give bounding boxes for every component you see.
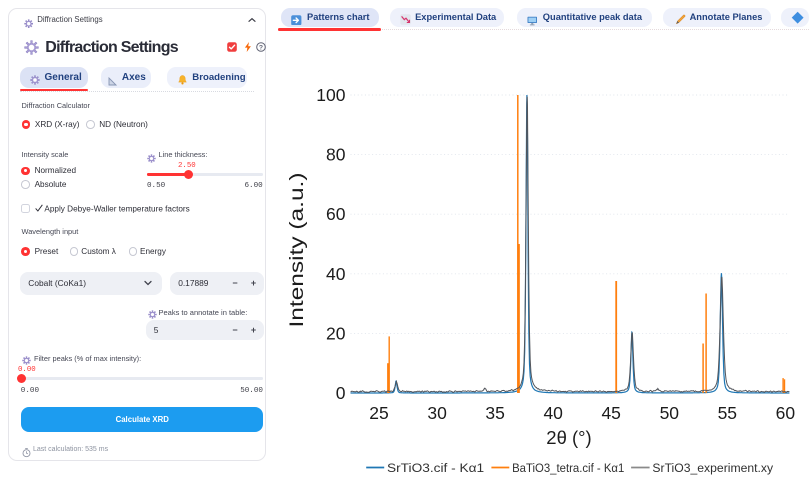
svg-text:25: 25 bbox=[369, 403, 388, 423]
svg-text:SrTiO3.cif - Kα1: SrTiO3.cif - Kα1 bbox=[387, 461, 484, 475]
svg-text:30: 30 bbox=[427, 403, 447, 423]
svg-text:40: 40 bbox=[326, 264, 346, 284]
svg-text:100: 100 bbox=[316, 85, 345, 105]
svg-text:SrTiO3_experiment.xy: SrTiO3_experiment.xy bbox=[652, 461, 774, 475]
svg-text:35: 35 bbox=[485, 403, 504, 423]
svg-text:60: 60 bbox=[326, 204, 346, 224]
svg-text:20: 20 bbox=[326, 323, 346, 343]
svg-text:80: 80 bbox=[326, 145, 346, 165]
svg-text:BaTiO3_tetra.cif - Kα1: BaTiO3_tetra.cif - Kα1 bbox=[512, 461, 624, 475]
svg-text:?: ? bbox=[259, 44, 263, 51]
svg-text:55: 55 bbox=[718, 403, 737, 423]
svg-text:2θ (°): 2θ (°) bbox=[546, 427, 591, 448]
svg-text:45: 45 bbox=[601, 403, 620, 423]
svg-text:50: 50 bbox=[660, 403, 680, 423]
svg-text:40: 40 bbox=[543, 403, 563, 423]
svg-text:0: 0 bbox=[336, 383, 346, 403]
svg-text:60: 60 bbox=[776, 403, 796, 423]
svg-text:Intensity (a.u.): Intensity (a.u.) bbox=[287, 173, 308, 328]
